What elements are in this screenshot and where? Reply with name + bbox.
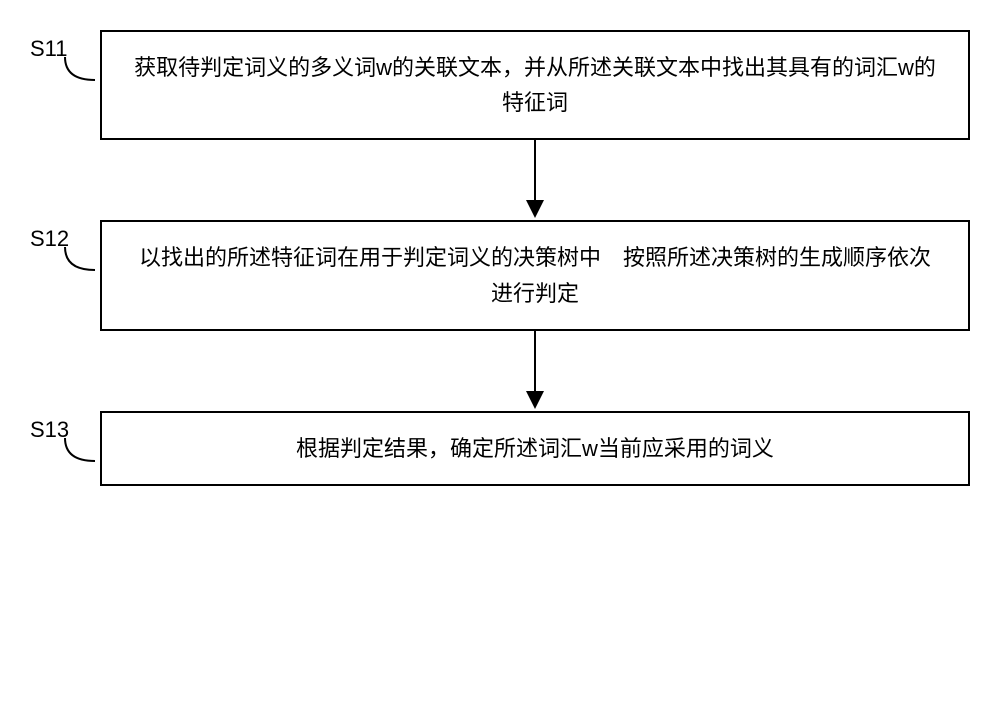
label-connector-curve	[60, 242, 100, 282]
flow-step-s13: S13 根据判定结果，确定所述词汇w当前应采用的词义	[30, 411, 970, 486]
flow-step-s11: S11 获取待判定词义的多义词w的关联文本，并从所述关联文本中找出其具有的词汇w…	[30, 30, 970, 140]
step-text: 以找出的所述特征词在用于判定词义的决策树中 按照所述决策树的生成顺序依次进行判定	[139, 245, 931, 305]
step-node-s13: 根据判定结果，确定所述词汇w当前应采用的词义	[100, 411, 970, 486]
step-label-s11: S11	[30, 30, 100, 62]
step-label-s13: S13	[30, 411, 100, 443]
step-node-s12: 以找出的所述特征词在用于判定词义的决策树中 按照所述决策树的生成顺序依次进行判定	[100, 220, 970, 330]
step-text: 获取待判定词义的多义词w的关联文本，并从所述关联文本中找出其具有的词汇w的特征词	[134, 55, 936, 115]
step-text: 根据判定结果，确定所述词汇w当前应采用的词义	[296, 436, 774, 461]
arrow-down-icon	[520, 331, 550, 411]
flow-arrow-s11-s12	[100, 140, 970, 220]
step-node-s11: 获取待判定词义的多义词w的关联文本，并从所述关联文本中找出其具有的词汇w的特征词	[100, 30, 970, 140]
flow-arrow-s12-s13	[100, 331, 970, 411]
label-connector-curve	[60, 52, 100, 92]
arrow-down-icon	[520, 140, 550, 220]
flowchart-container: S11 获取待判定词义的多义词w的关联文本，并从所述关联文本中找出其具有的词汇w…	[30, 30, 970, 486]
label-connector-curve	[60, 433, 100, 473]
flow-step-s12: S12 以找出的所述特征词在用于判定词义的决策树中 按照所述决策树的生成顺序依次…	[30, 220, 970, 330]
step-label-s12: S12	[30, 220, 100, 252]
